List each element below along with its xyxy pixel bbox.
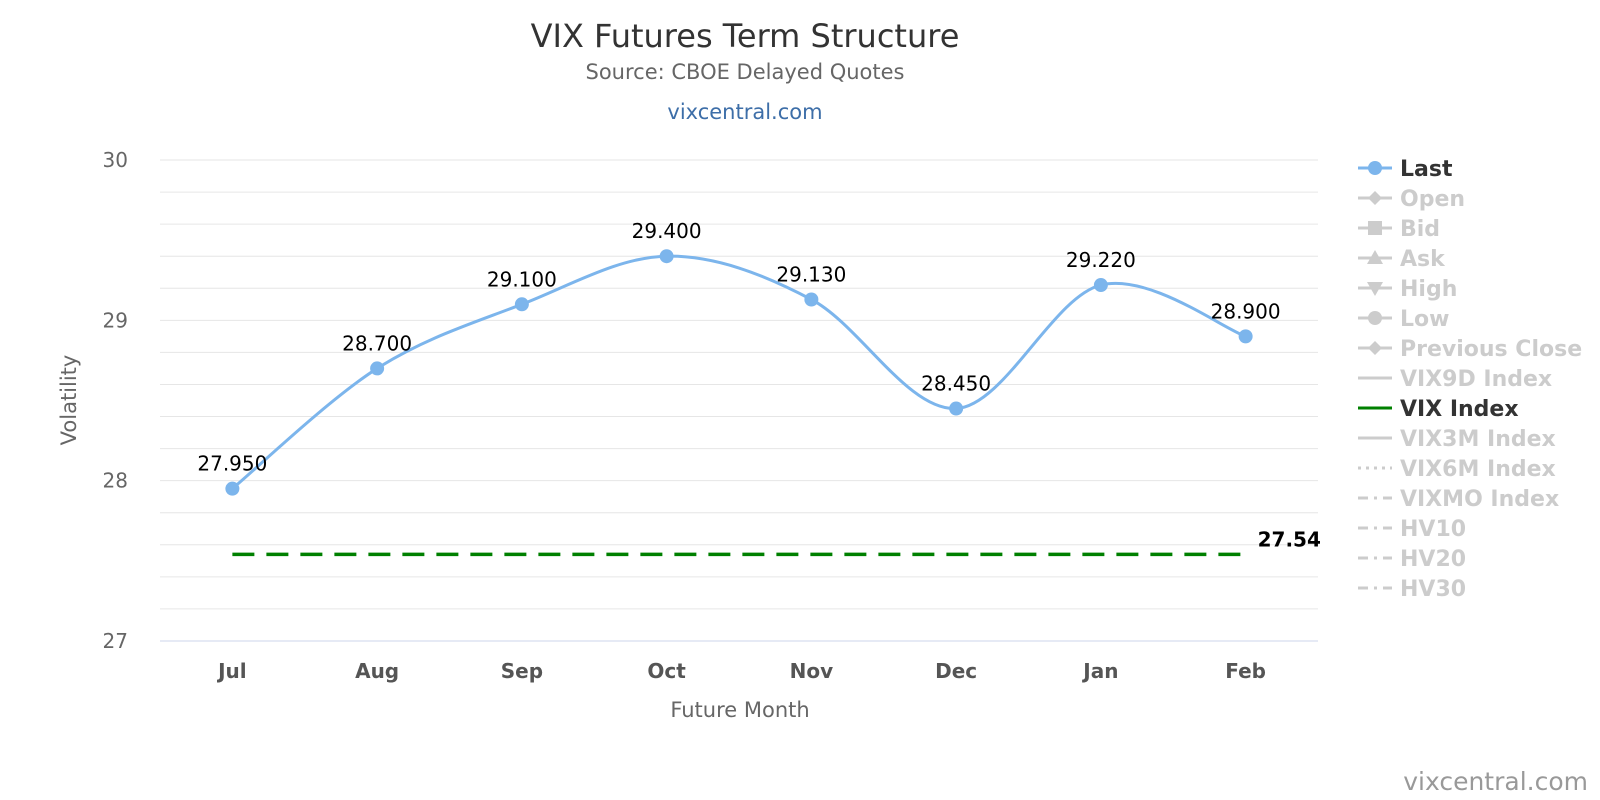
vix-index-value-label: 27.54 xyxy=(1258,527,1321,551)
legend-label: Last xyxy=(1400,157,1453,182)
legend-label: VIX9D Index xyxy=(1400,367,1552,392)
legend-label: Previous Close xyxy=(1400,337,1582,362)
y-tick-label: 28 xyxy=(103,469,128,493)
legend-item-hv10[interactable]: HV10 xyxy=(1358,517,1466,542)
legend-circle-icon xyxy=(1368,161,1382,175)
last-data-point xyxy=(1093,278,1108,293)
y-tick-label: 27 xyxy=(103,629,128,653)
legend-item-bid[interactable]: Bid xyxy=(1358,217,1440,242)
last-data-label: 28.450 xyxy=(921,372,991,396)
legend-item-vix6m-index[interactable]: VIX6M Index xyxy=(1358,457,1556,482)
legend-item-vix-index[interactable]: VIX Index xyxy=(1358,397,1519,422)
last-data-label: 27.950 xyxy=(197,452,267,476)
x-tick-label: Jul xyxy=(216,659,247,683)
y-tick-label: 30 xyxy=(103,148,128,172)
last-data-label: 28.700 xyxy=(342,331,412,355)
legend-item-low[interactable]: Low xyxy=(1358,307,1449,332)
last-data-point xyxy=(1238,329,1253,344)
y-axis-title: Volatility xyxy=(57,355,81,446)
vixcentral-link[interactable]: vixcentral.com xyxy=(667,100,822,124)
last-data-point xyxy=(659,249,674,264)
legend-triangle-down-icon xyxy=(1367,282,1383,296)
last-data-label: 28.900 xyxy=(1211,299,1281,323)
legend-label: Open xyxy=(1400,187,1465,212)
legend-item-high[interactable]: High xyxy=(1358,277,1457,302)
legend-square-icon xyxy=(1368,221,1382,235)
x-tick-label: Nov xyxy=(790,659,834,683)
legend-label: VIX6M Index xyxy=(1400,457,1556,482)
legend-item-hv30[interactable]: HV30 xyxy=(1358,577,1466,602)
y-tick-label: 29 xyxy=(103,308,128,332)
last-data-point xyxy=(804,292,819,307)
x-tick-label: Sep xyxy=(501,659,543,683)
last-data-point xyxy=(949,401,964,416)
legend-label: Ask xyxy=(1400,247,1446,272)
last-series-line xyxy=(231,254,1247,490)
last-data-point xyxy=(225,481,240,496)
legend-triangle-icon xyxy=(1367,250,1383,264)
legend-label: VIX Index xyxy=(1400,397,1519,422)
last-data-point xyxy=(370,361,385,376)
legend-item-last[interactable]: Last xyxy=(1358,157,1453,182)
legend-label: High xyxy=(1400,277,1457,302)
x-axis-ticks: Jul Aug Sep Oct Nov Dec Jan Feb xyxy=(216,659,1266,683)
legend-label: Bid xyxy=(1400,217,1440,242)
legend-item-vix9d-index[interactable]: VIX9D Index xyxy=(1358,367,1552,392)
legend-diamond-icon xyxy=(1368,341,1382,355)
legend-item-vix3m-index[interactable]: VIX3M Index xyxy=(1358,427,1556,452)
legend-label: VIX3M Index xyxy=(1400,427,1556,452)
legend-label: HV20 xyxy=(1400,547,1466,572)
legend-label: HV30 xyxy=(1400,577,1466,602)
x-axis-title: Future Month xyxy=(670,698,809,722)
chart-title: VIX Futures Term Structure xyxy=(531,17,960,55)
x-tick-label: Dec xyxy=(935,659,977,683)
x-tick-label: Jan xyxy=(1081,659,1118,683)
legend-label: HV10 xyxy=(1400,517,1466,542)
chart-subtitle: Source: CBOE Delayed Quotes xyxy=(586,60,905,84)
series-plot: 27.54 27.950 28.700 29.100 29.400 29.130 28.45… xyxy=(197,219,1321,557)
credit-text: vixcentral.com xyxy=(1403,767,1588,796)
legend: Last Open Bid Ask High Low Previous Close VIX9D… xyxy=(1358,157,1582,602)
x-tick-label: Feb xyxy=(1225,659,1266,683)
last-data-point xyxy=(514,297,529,312)
legend-item-vixmo-index[interactable]: VIXMO Index xyxy=(1358,487,1559,512)
legend-item-open[interactable]: Open xyxy=(1358,187,1465,212)
last-data-label: 29.100 xyxy=(487,267,557,291)
grid-lines xyxy=(160,159,1318,642)
legend-item-hv20[interactable]: HV20 xyxy=(1358,547,1466,572)
legend-diamond-icon xyxy=(1368,191,1382,205)
last-data-label: 29.220 xyxy=(1066,248,1136,272)
last-data-label: 29.400 xyxy=(632,219,702,243)
x-tick-label: Aug xyxy=(355,659,399,683)
legend-item-ask[interactable]: Ask xyxy=(1358,247,1446,272)
x-tick-label: Oct xyxy=(647,659,686,683)
y-axis-ticks: 27 28 29 30 xyxy=(103,148,128,653)
legend-label: VIXMO Index xyxy=(1400,487,1559,512)
legend-label: Low xyxy=(1400,307,1449,332)
last-data-label: 29.130 xyxy=(776,262,846,286)
legend-item-previous-close[interactable]: Previous Close xyxy=(1358,337,1582,362)
legend-circle-icon xyxy=(1368,311,1382,325)
